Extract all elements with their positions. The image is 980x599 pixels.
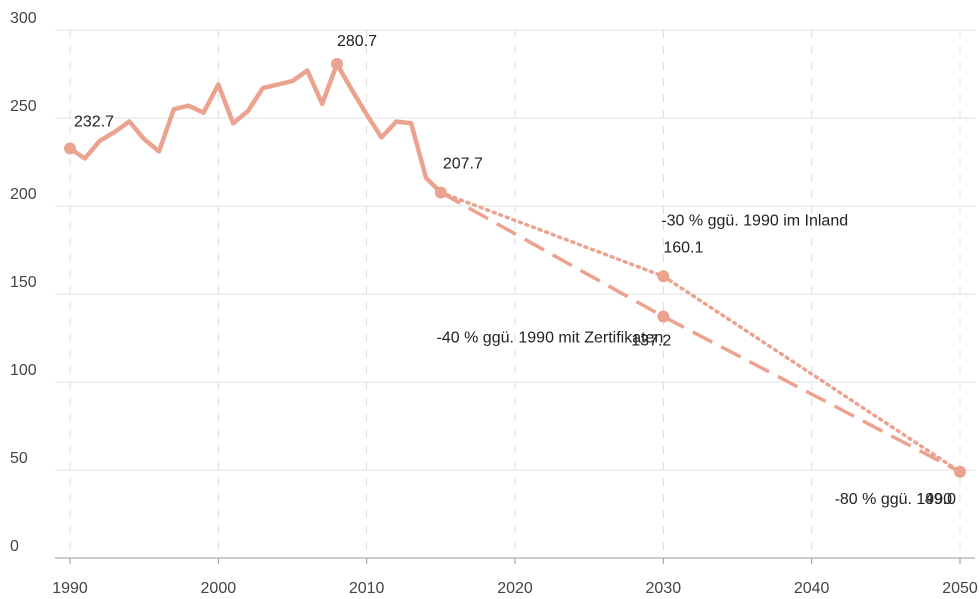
- x-tick-label: 2050: [942, 580, 978, 597]
- line: [439, 190, 961, 474]
- y-tick-label: 100: [10, 362, 37, 379]
- y-tick-label: 150: [10, 274, 37, 291]
- x-tick-label: 2040: [794, 580, 830, 597]
- annotation: -40 % ggü. 1990 mit Zertifikaten: [437, 330, 664, 347]
- x-tick-label: 1990: [52, 580, 88, 597]
- line: [68, 61, 443, 195]
- y-tick-label: 50: [10, 450, 28, 467]
- marker: [434, 186, 447, 199]
- marker: [954, 465, 966, 478]
- x-tick-label: 2000: [201, 580, 237, 597]
- value-label: 232.7: [74, 114, 114, 131]
- marker: [657, 270, 670, 283]
- marker: [657, 310, 670, 323]
- y-tick-label: 0: [10, 538, 19, 555]
- marker: [331, 57, 343, 70]
- x-tick-label: 2020: [497, 580, 533, 597]
- value-label: 280.7: [337, 33, 377, 50]
- value-label: 49.0: [925, 491, 956, 508]
- x-tick-label: 2010: [349, 580, 385, 597]
- value-label: 137.2: [631, 333, 671, 350]
- y-tick-label: 200: [10, 186, 37, 203]
- y-tick-label: 250: [10, 98, 37, 115]
- y-tick-label: 300: [10, 10, 37, 27]
- annotation: -80 % ggü. 1990: [835, 491, 953, 508]
- value-label: 207.7: [443, 156, 483, 173]
- x-tick-label: 2030: [646, 580, 682, 597]
- annotation: -30 % ggü. 1990 im Inland: [661, 212, 848, 229]
- marker: [64, 142, 76, 155]
- value-label: 160.1: [663, 239, 703, 256]
